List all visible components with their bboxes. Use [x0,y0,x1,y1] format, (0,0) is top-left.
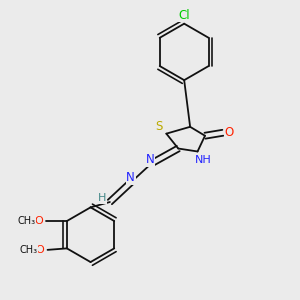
Text: CH₃: CH₃ [18,216,36,226]
Text: CH₃: CH₃ [19,245,37,255]
Text: Cl: Cl [178,9,190,22]
Text: O: O [225,126,234,139]
Text: NH: NH [194,155,211,165]
Text: H: H [98,194,106,203]
Text: O: O [34,216,43,226]
Text: N: N [126,171,135,184]
Text: N: N [146,153,154,166]
Text: O: O [36,245,44,255]
Text: S: S [155,120,163,133]
